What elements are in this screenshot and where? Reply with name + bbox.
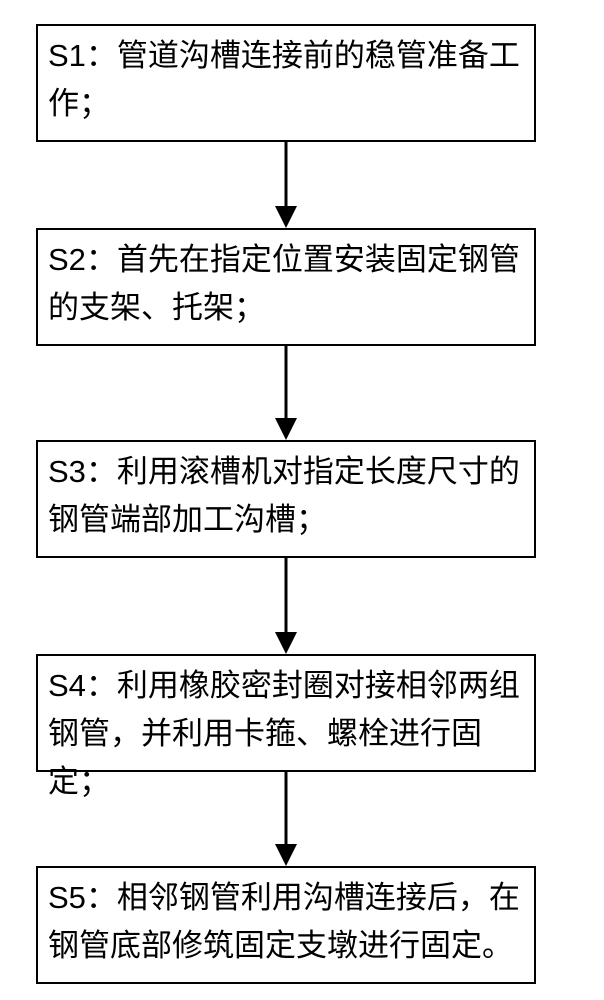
step-label: S4：	[48, 668, 117, 703]
step-text: 利用橡胶密封圈对接相邻两组钢管，并利用卡箍、螺栓进行固定；	[48, 668, 520, 799]
step-text: 管道沟槽连接前的稳管准备工作；	[48, 38, 520, 121]
step-label: S5：	[48, 880, 117, 915]
step-s5: S5：相邻钢管利用沟槽连接后，在钢管底部修筑固定支墩进行固定。	[36, 866, 536, 984]
step-label: S1：	[48, 38, 117, 73]
step-s3: S3：利用滚槽机对指定长度尺寸的钢管端部加工沟槽；	[36, 440, 536, 558]
step-text: 首先在指定位置安装固定钢管的支架、托架；	[48, 242, 520, 325]
step-text: 利用滚槽机对指定长度尺寸的钢管端部加工沟槽；	[48, 454, 520, 537]
step-text: 相邻钢管利用沟槽连接后，在钢管底部修筑固定支墩进行固定。	[48, 880, 520, 963]
flowchart-canvas: S1：管道沟槽连接前的稳管准备工作； S2：首先在指定位置安装固定钢管的支架、托架…	[0, 0, 604, 1000]
step-label: S2：	[48, 242, 117, 277]
step-s4: S4：利用橡胶密封圈对接相邻两组钢管，并利用卡箍、螺栓进行固定；	[36, 654, 536, 772]
step-s1: S1：管道沟槽连接前的稳管准备工作；	[36, 24, 536, 142]
step-label: S3：	[48, 454, 117, 489]
step-s2: S2：首先在指定位置安装固定钢管的支架、托架；	[36, 228, 536, 346]
